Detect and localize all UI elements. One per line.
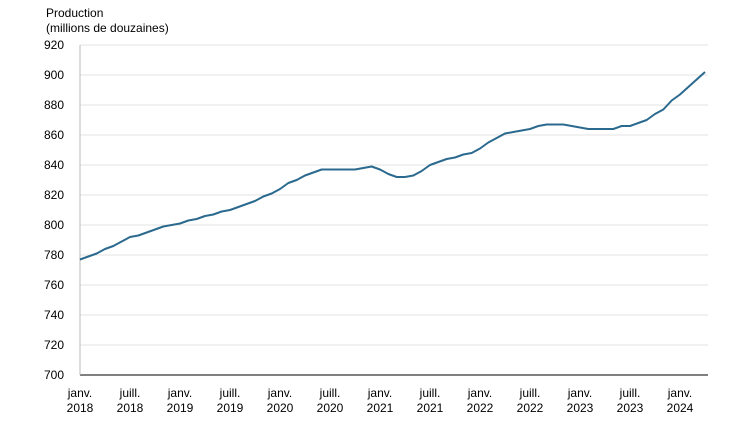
y-tick-label: 840: [44, 158, 64, 172]
y-tick-label: 900: [44, 68, 64, 82]
y-tick-label: 720: [44, 338, 64, 352]
y-tick-label: 740: [44, 308, 64, 322]
x-tick-label: janv. 2023: [567, 386, 594, 415]
x-tick-label: juill. 2020: [317, 386, 344, 415]
x-tick-label: janv. 2022: [467, 386, 494, 415]
x-tick-label: juill. 2021: [417, 386, 444, 415]
x-tick-label: janv. 2021: [367, 386, 394, 415]
y-tick-label: 820: [44, 188, 64, 202]
y-axis-title: Production: [46, 6, 103, 20]
x-tick-label: juill. 2019: [217, 386, 244, 415]
x-tick-label: janv. 2024: [667, 386, 694, 415]
x-tick-label: juill. 2023: [617, 386, 644, 415]
y-tick-label: 860: [44, 128, 64, 142]
y-tick-label: 780: [44, 248, 64, 262]
y-axis-title: (millions de douzaines): [46, 21, 169, 35]
x-tick-label: janv. 2020: [267, 386, 294, 415]
y-tick-label: 920: [44, 38, 64, 52]
y-tick-label: 760: [44, 278, 64, 292]
y-tick-label: 700: [44, 368, 64, 382]
x-tick-label: janv. 2019: [167, 386, 194, 415]
y-tick-label: 800: [44, 218, 64, 232]
x-tick-label: juill. 2018: [117, 386, 144, 415]
y-tick-label: 880: [44, 98, 64, 112]
x-tick-label: janv. 2018: [67, 386, 94, 415]
x-tick-label: juill. 2022: [517, 386, 544, 415]
line: [79, 71, 706, 261]
